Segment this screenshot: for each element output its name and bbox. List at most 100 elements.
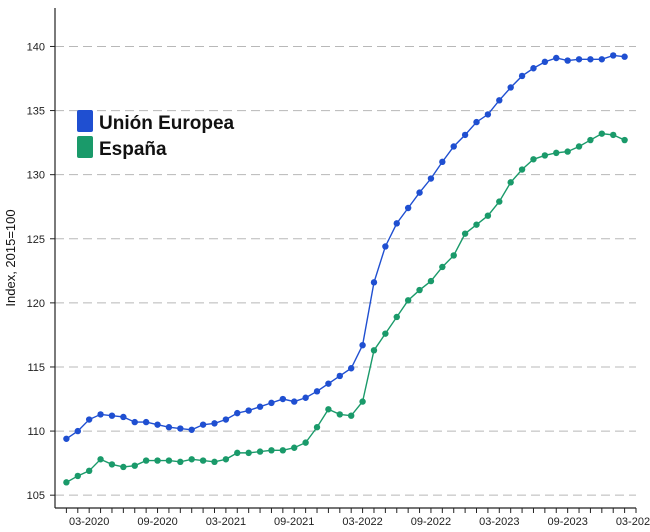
data-point-espana — [575, 143, 583, 150]
data-point-espana — [234, 449, 241, 457]
data-point-union-europea — [587, 56, 594, 63]
data-point-espana — [245, 449, 252, 457]
data-point-union-europea — [484, 111, 492, 118]
data-point-union-europea — [85, 416, 93, 423]
data-point-espana — [268, 447, 275, 454]
x-tick-label: 09-2020 — [137, 516, 177, 528]
data-point-espana — [131, 462, 138, 469]
axes — [54, 8, 636, 509]
data-point-union-europea — [279, 395, 287, 403]
data-point-union-europea — [530, 65, 537, 72]
data-point-espana — [564, 148, 571, 155]
data-point-union-europea — [439, 158, 446, 166]
data-point-espana — [154, 457, 161, 464]
x-tick-label: 09-2021 — [274, 516, 314, 528]
data-point-espana — [427, 277, 435, 285]
data-point-espana — [404, 297, 412, 304]
data-point-espana — [473, 221, 480, 228]
x-tick-label: 09-2023 — [547, 516, 587, 528]
y-tick-label: 115 — [27, 362, 45, 374]
data-point-union-europea — [313, 388, 321, 395]
y-tick-label: 110 — [27, 426, 45, 438]
data-point-espana — [587, 136, 594, 144]
data-point-union-europea — [131, 418, 138, 426]
y-tick-label: 105 — [27, 490, 45, 502]
data-point-union-europea — [610, 52, 617, 59]
data-point-union-europea — [188, 426, 195, 433]
data-point-espana — [165, 457, 173, 464]
data-point-union-europea — [177, 425, 184, 432]
data-point-union-europea — [393, 220, 400, 227]
legend-swatch-union-europea — [77, 110, 93, 132]
data-point-espana — [325, 406, 332, 413]
x-tick-label: 03-2024 — [616, 516, 650, 528]
x-tick-label: 03-2021 — [206, 516, 246, 528]
data-point-espana — [416, 286, 423, 294]
data-point-espana — [120, 463, 127, 471]
series-espana — [63, 130, 628, 486]
y-tick-label: 125 — [27, 234, 45, 246]
series-union-europea — [63, 52, 628, 442]
data-point-union-europea — [211, 420, 218, 427]
gridlines — [55, 45, 636, 496]
data-point-union-europea — [359, 341, 366, 349]
x-tick-label: 03-2020 — [69, 516, 109, 528]
x-tick-label: 03-2023 — [479, 516, 519, 528]
data-point-espana — [291, 444, 298, 451]
data-point-union-europea — [222, 416, 230, 423]
data-point-espana — [302, 439, 309, 446]
data-point-espana — [188, 456, 195, 463]
data-point-union-europea — [621, 53, 628, 60]
data-point-union-europea — [541, 58, 549, 66]
data-point-union-europea — [74, 427, 81, 435]
data-point-union-europea — [564, 57, 571, 64]
data-point-union-europea — [268, 399, 275, 407]
y-tick-label: 135 — [27, 106, 45, 118]
data-point-espana — [359, 398, 366, 405]
data-point-espana — [336, 411, 344, 418]
data-point-union-europea — [518, 72, 526, 80]
data-point-espana — [461, 230, 469, 237]
data-point-espana — [530, 156, 537, 163]
data-point-union-europea — [370, 279, 378, 286]
data-point-espana — [108, 461, 116, 468]
data-point-union-europea — [154, 421, 161, 428]
data-point-union-europea — [97, 411, 104, 418]
data-point-union-europea — [142, 418, 150, 426]
data-point-union-europea — [165, 424, 173, 431]
data-point-espana — [347, 412, 355, 419]
data-point-espana — [63, 479, 70, 486]
legend-swatch-espana — [77, 136, 93, 158]
data-point-espana — [142, 457, 150, 464]
data-point-union-europea — [256, 403, 264, 410]
data-point-union-europea — [302, 394, 309, 401]
data-point-espana — [610, 131, 617, 139]
x-tick-label: 03-2022 — [342, 516, 382, 528]
data-point-espana — [97, 456, 104, 463]
data-point-union-europea — [427, 175, 435, 182]
data-point-espana — [382, 330, 389, 337]
data-point-union-europea — [234, 409, 241, 417]
legend-label-espana: España — [99, 139, 167, 160]
data-point-union-europea — [473, 118, 480, 126]
data-point-espana — [450, 252, 457, 259]
data-point-espana — [393, 313, 400, 321]
data-point-espana — [279, 447, 287, 454]
data-point-union-europea — [404, 204, 412, 212]
data-point-espana — [199, 457, 207, 464]
data-point-union-europea — [496, 97, 503, 104]
y-axis-title: Index, 2015=100 — [3, 209, 18, 306]
data-point-espana — [553, 149, 560, 157]
data-point-union-europea — [347, 365, 355, 372]
data-point-union-europea — [461, 131, 469, 139]
data-point-espana — [74, 472, 81, 480]
legend: Unión Europea España — [77, 110, 235, 160]
data-point-union-europea — [63, 435, 70, 442]
data-point-espana — [256, 448, 264, 455]
data-point-union-europea — [108, 412, 116, 419]
data-point-espana — [370, 347, 378, 354]
y-ticks: 105 110 115 120 125 130 135 140 — [27, 41, 55, 502]
x-ticks: 03-2020 09-2020 03-2021 09-2021 03-2022 09-20… — [65, 508, 650, 528]
